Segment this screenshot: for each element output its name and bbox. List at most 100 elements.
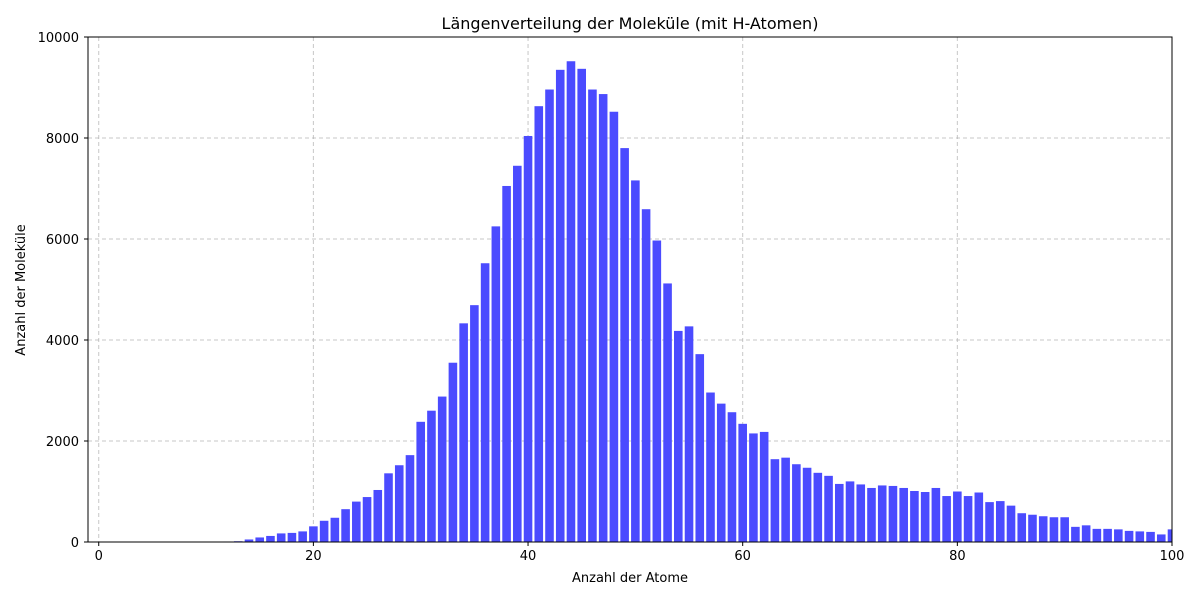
bar [910,490,919,542]
bar [759,431,769,542]
x-tick-label: 40 [520,549,537,564]
bar [459,323,468,542]
bar [738,423,747,542]
bar [470,305,479,542]
bar [727,412,737,542]
bar [1006,505,1016,542]
bar [899,487,908,542]
bar [523,135,533,542]
bar [931,487,941,542]
bar [770,459,780,542]
chart-title: Längenverteilung der Moleküle (mit H-Ato… [442,14,819,33]
bar [953,491,962,542]
bar [1103,528,1112,542]
bar [491,226,501,542]
bar [1060,517,1069,542]
x-axis-label: Anzahl der Atome [572,571,688,586]
bar [995,501,1005,542]
bar [502,185,511,542]
bar [341,509,350,542]
x-tick-label: 100 [1160,549,1185,564]
bar [856,484,866,542]
bar [266,535,275,542]
bar [845,481,855,542]
bar [1146,531,1155,542]
bar [427,410,436,542]
bar [362,497,372,542]
bar [942,496,951,542]
bar [609,111,619,542]
bar [276,533,286,542]
bar [1167,529,1172,542]
bar [1028,514,1037,542]
bar [394,465,404,542]
axis-ticks: 0 20 40 60 80 100 0 2000 4000 6000 8000 10000 [38,31,1185,564]
bar [920,492,930,542]
bar [244,539,254,542]
bar [792,464,801,542]
bar [781,457,790,542]
x-tick-label: 20 [305,549,322,564]
y-tick-label: 0 [71,536,79,551]
x-tick-label: 60 [734,549,751,564]
bar [631,180,640,542]
bar [1081,525,1091,542]
bar [1135,531,1145,542]
y-axis-label: Anzahl der Moleküle [14,224,29,355]
bar [706,392,715,542]
y-tick-label: 2000 [46,435,79,450]
bar [405,455,415,542]
bar [877,485,887,542]
bar [834,483,844,542]
y-tick-label: 4000 [46,334,79,349]
bar [287,532,297,542]
bar [1156,534,1166,542]
bar [566,61,576,542]
bar [974,492,984,542]
bar [1017,513,1027,542]
y-tick-label: 8000 [46,132,79,147]
bar [416,421,426,542]
bar [674,330,683,542]
bar [1071,526,1080,542]
bar [663,283,672,542]
bar [319,520,329,542]
bar [985,502,994,542]
bar [448,362,458,542]
bar [620,148,629,542]
bar [330,517,340,542]
grid-lines [88,36,1173,543]
bar [598,94,608,542]
bar [384,473,393,542]
x-tick-label: 80 [949,549,966,564]
bar [588,89,597,542]
bar [555,69,565,542]
bar [716,403,726,542]
bar [480,263,490,542]
bar [309,526,318,542]
bar [1038,516,1048,542]
bar [824,475,833,542]
x-tick-label: 0 [95,549,103,564]
bar [352,501,361,542]
bar [652,240,662,542]
bar [1092,528,1102,542]
bar [1114,529,1123,542]
plot-frame [87,36,1173,543]
bar [437,396,447,542]
y-tick-label: 10000 [38,31,79,46]
y-tick-label: 6000 [46,233,79,248]
bar [963,496,973,542]
bar [867,487,876,542]
bar [577,68,586,542]
bar [684,326,694,542]
bar [888,485,898,542]
bar [255,537,265,542]
bar [1124,530,1134,542]
bar [695,354,705,542]
bars [212,61,1172,542]
bar [545,89,554,542]
bar [749,433,758,542]
